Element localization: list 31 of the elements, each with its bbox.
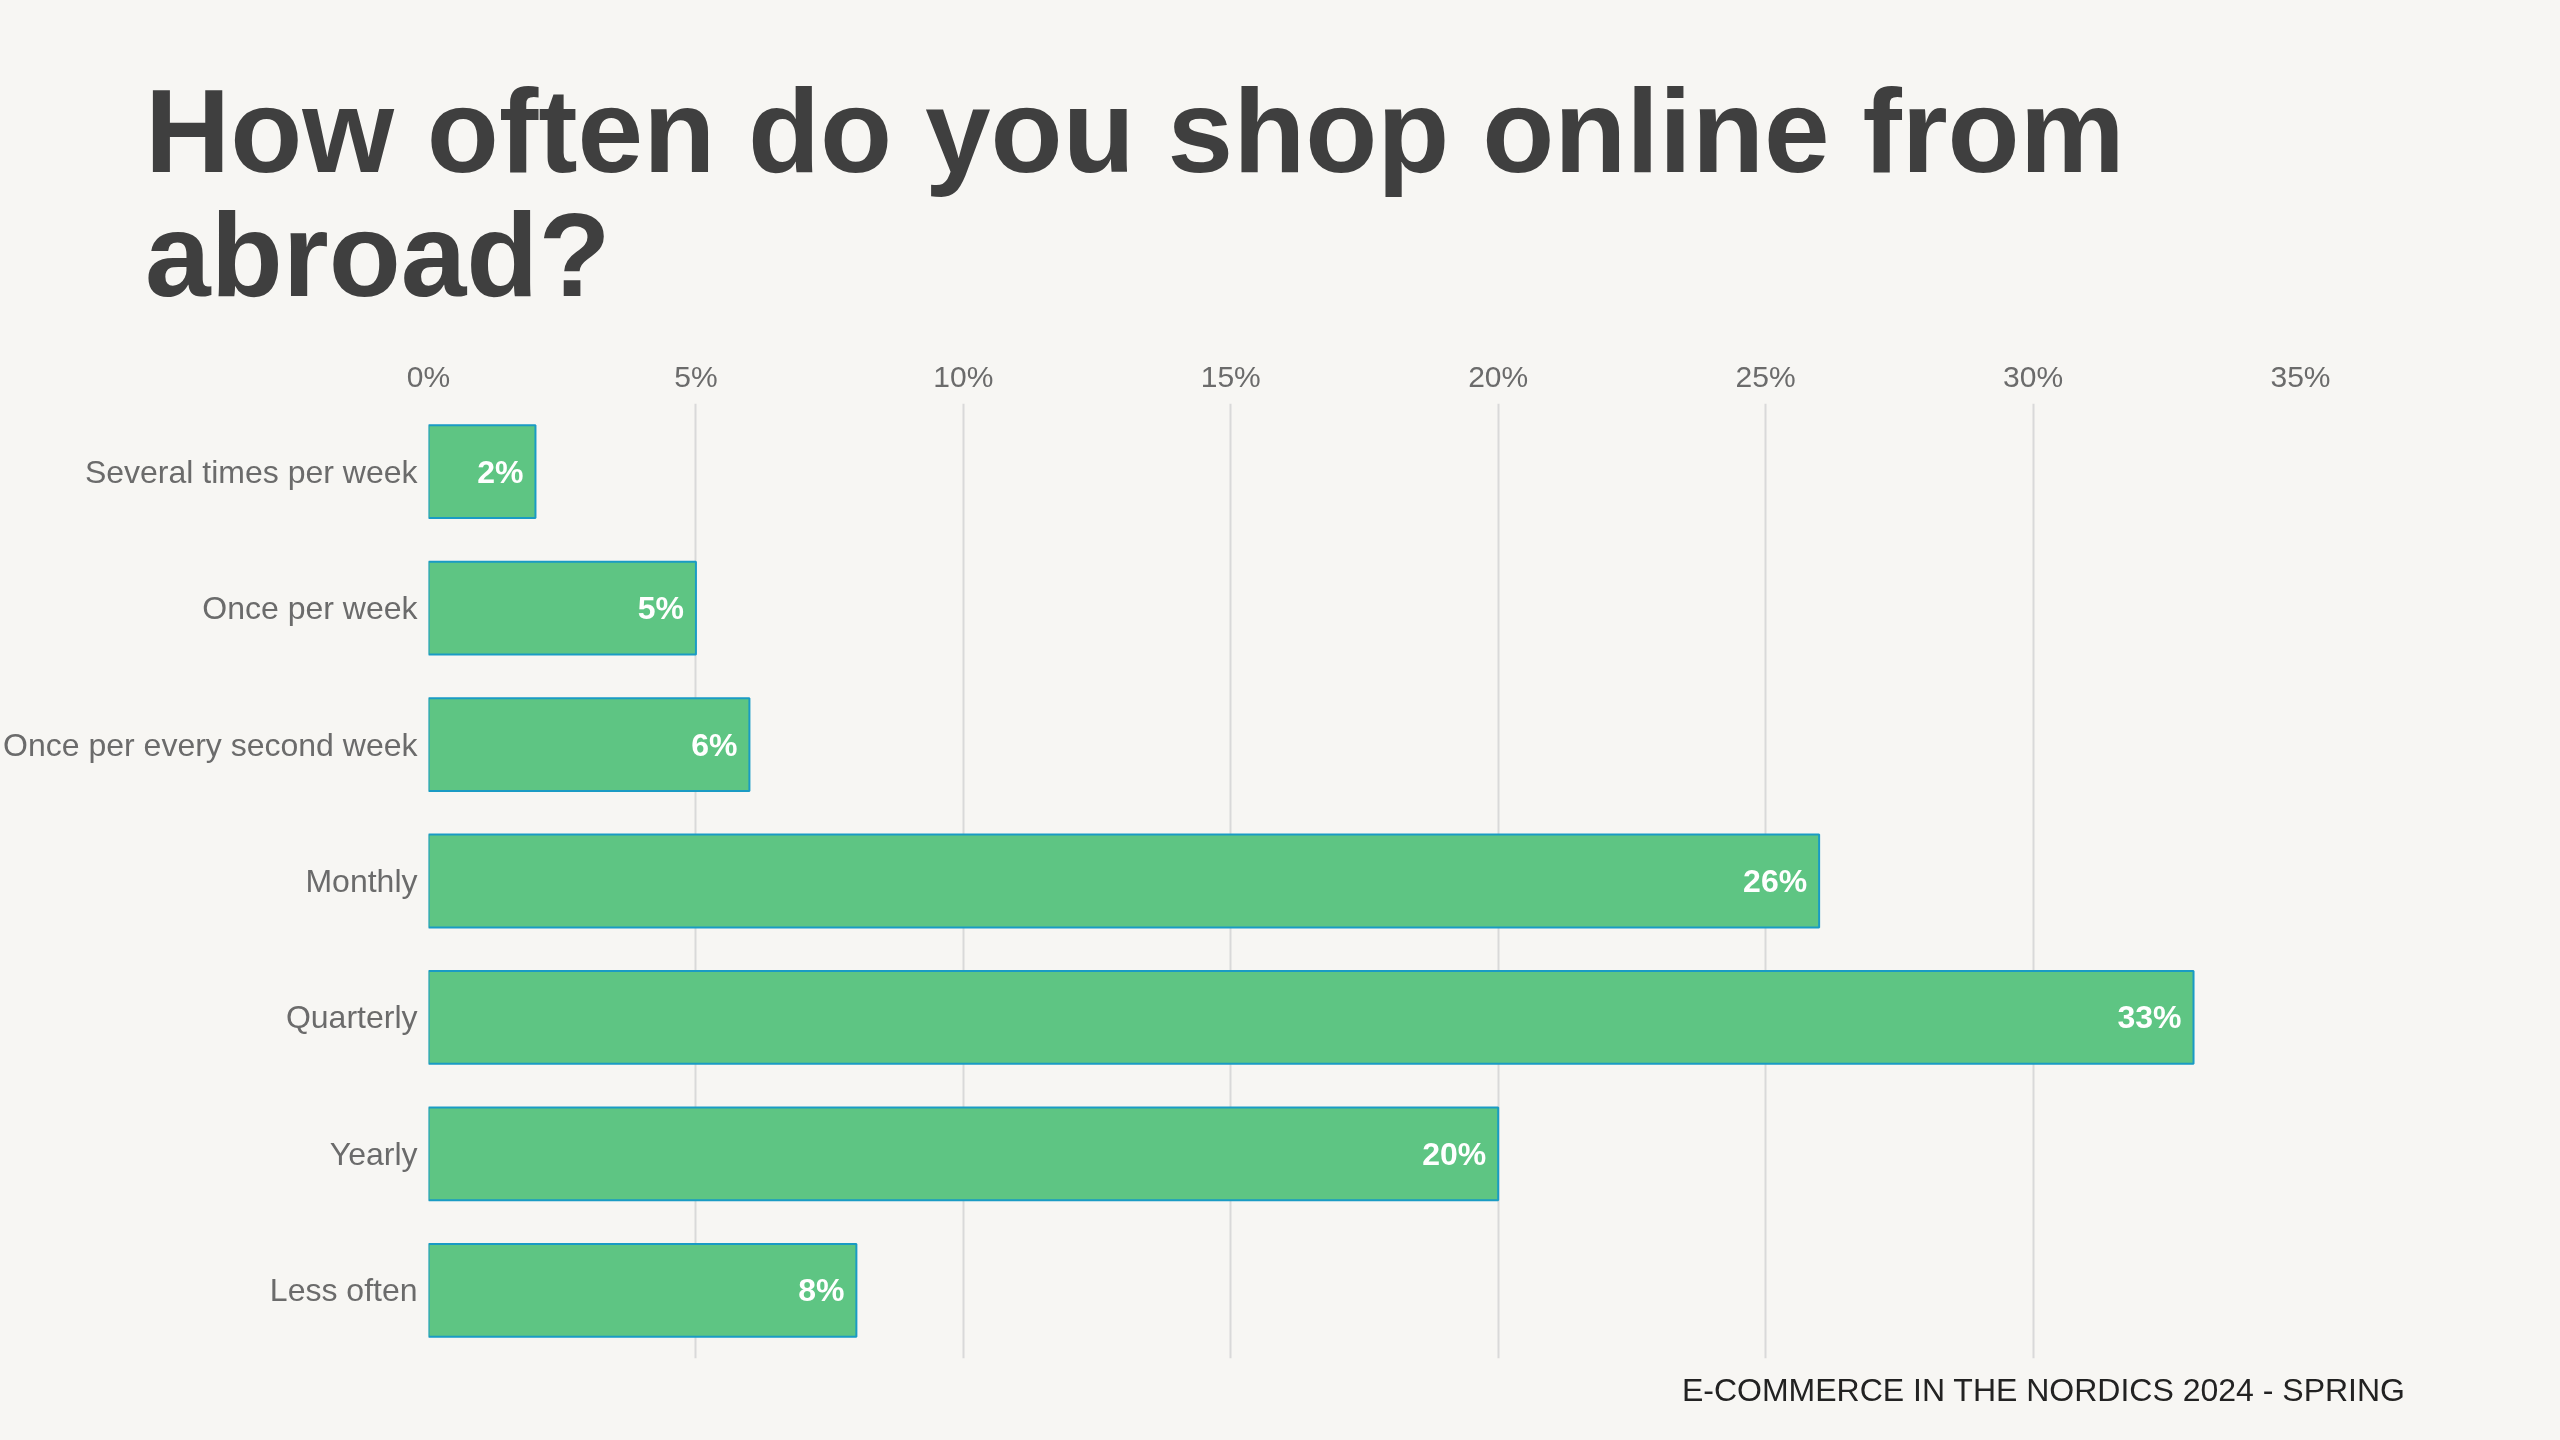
bar [428, 1106, 1500, 1202]
y-tick-label: Monthly [305, 862, 418, 899]
text: E-COMMERCE IN THE NORDICS 2024 - SPRING [1681, 1370, 2405, 1410]
x-tick-label: 20% [1468, 359, 1529, 393]
data-label: 2% [477, 453, 524, 490]
x-tick-label: 25% [1735, 359, 1796, 393]
bar [428, 969, 2195, 1065]
bar [428, 424, 537, 519]
data-label: 26% [1743, 862, 1808, 899]
y-tick-label: Yearly [329, 1135, 418, 1172]
bar [428, 833, 1821, 929]
x-tick-label: 5% [674, 359, 718, 393]
data-label: 33% [2117, 999, 2182, 1036]
bar [428, 1242, 858, 1338]
y-tick-label: Once per every second week [3, 726, 419, 763]
data-label: 20% [1422, 1135, 1487, 1172]
x-tick-label: 30% [2003, 359, 2064, 393]
data-label: 8% [798, 1272, 845, 1309]
chart-title: How often do you shop online from abroad? [145, 65, 2126, 321]
y-tick-label: Quarterly [285, 999, 418, 1036]
data-label: 5% [637, 589, 684, 626]
x-tick-label: 10% [933, 359, 994, 393]
y-tick-label: Less often [269, 1272, 418, 1309]
x-tick-label: 35% [2270, 359, 2331, 393]
bar [428, 560, 697, 656]
data-label: 6% [691, 726, 738, 763]
y-tick-label: Several times per week [84, 453, 419, 490]
x-tick-label: 0% [406, 359, 451, 393]
bar [428, 696, 751, 792]
x-tick-label: 15% [1200, 359, 1261, 393]
y-tick-label: Once per week [202, 589, 419, 626]
